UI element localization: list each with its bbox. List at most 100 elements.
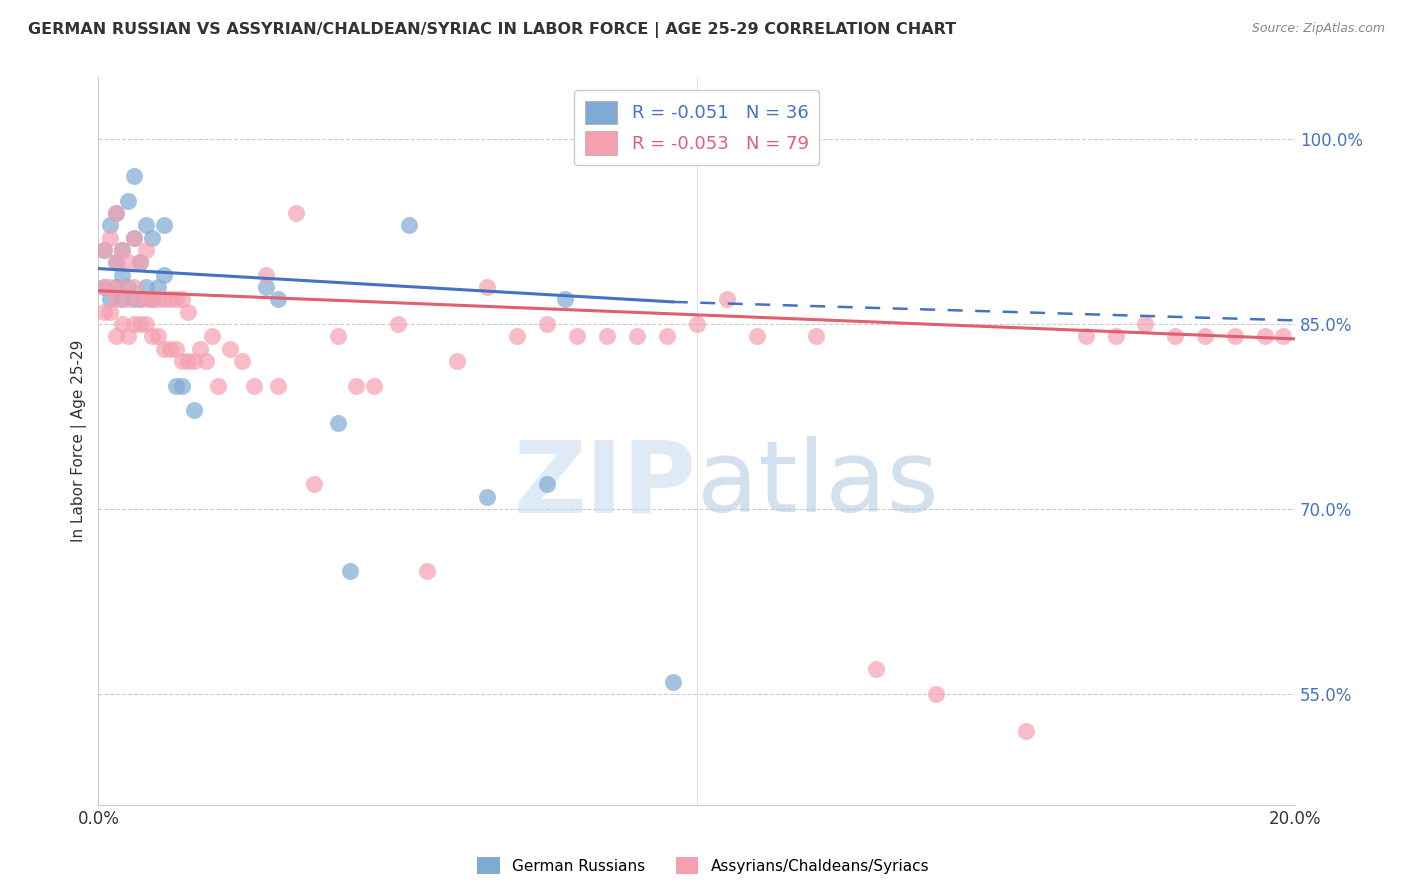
Point xyxy=(1254,329,1277,343)
Point xyxy=(122,293,145,307)
Point xyxy=(1194,329,1216,343)
Point xyxy=(105,293,128,307)
Point xyxy=(111,243,134,257)
Point xyxy=(141,231,163,245)
Text: atlas: atlas xyxy=(697,436,938,533)
Point xyxy=(165,342,187,356)
Point xyxy=(344,378,367,392)
Point xyxy=(554,293,576,307)
Point xyxy=(111,317,134,331)
Point xyxy=(93,243,115,257)
Point xyxy=(122,317,145,331)
Point xyxy=(129,293,152,307)
Point xyxy=(477,280,499,294)
Point xyxy=(254,280,277,294)
Point xyxy=(135,243,157,257)
Point xyxy=(135,219,157,233)
Point xyxy=(302,477,325,491)
Point xyxy=(98,305,121,319)
Point xyxy=(1225,329,1247,343)
Point xyxy=(183,403,205,417)
Point xyxy=(153,293,176,307)
Point xyxy=(129,317,152,331)
Point xyxy=(111,268,134,282)
Point xyxy=(93,280,115,294)
Point xyxy=(111,293,134,307)
Point xyxy=(219,342,242,356)
Point xyxy=(416,564,439,578)
Point xyxy=(111,280,134,294)
Point xyxy=(159,293,181,307)
Text: GERMAN RUSSIAN VS ASSYRIAN/CHALDEAN/SYRIAC IN LABOR FORCE | AGE 25-29 CORRELATIO: GERMAN RUSSIAN VS ASSYRIAN/CHALDEAN/SYRI… xyxy=(28,22,956,38)
Point xyxy=(111,243,134,257)
Point xyxy=(153,342,176,356)
Point xyxy=(117,280,139,294)
Point xyxy=(122,231,145,245)
Point xyxy=(135,280,157,294)
Point xyxy=(172,354,194,368)
Point xyxy=(105,255,128,269)
Point xyxy=(477,490,499,504)
Point xyxy=(177,305,200,319)
Point xyxy=(141,293,163,307)
Legend: R = -0.051   N = 36, R = -0.053   N = 79: R = -0.051 N = 36, R = -0.053 N = 79 xyxy=(574,90,820,165)
Point xyxy=(806,329,828,343)
Point xyxy=(117,293,139,307)
Point xyxy=(195,354,218,368)
Point xyxy=(148,293,170,307)
Point xyxy=(141,329,163,343)
Point xyxy=(98,293,121,307)
Point xyxy=(536,317,558,331)
Point xyxy=(446,354,468,368)
Point xyxy=(339,564,361,578)
Point xyxy=(148,280,170,294)
Point xyxy=(122,169,145,183)
Point xyxy=(122,231,145,245)
Point xyxy=(105,206,128,220)
Point xyxy=(267,378,290,392)
Point xyxy=(565,329,588,343)
Point xyxy=(172,378,194,392)
Point xyxy=(865,662,887,676)
Point xyxy=(159,342,181,356)
Point xyxy=(267,293,290,307)
Point xyxy=(536,477,558,491)
Point xyxy=(326,416,349,430)
Point xyxy=(398,219,420,233)
Legend: German Russians, Assyrians/Chaldeans/Syriacs: German Russians, Assyrians/Chaldeans/Syr… xyxy=(471,851,935,880)
Point xyxy=(363,378,385,392)
Point xyxy=(135,317,157,331)
Text: ZIP: ZIP xyxy=(513,436,697,533)
Point xyxy=(326,329,349,343)
Point xyxy=(1135,317,1157,331)
Point xyxy=(177,354,200,368)
Point xyxy=(1104,329,1126,343)
Point xyxy=(207,378,229,392)
Point xyxy=(1074,329,1097,343)
Point xyxy=(201,329,224,343)
Point xyxy=(183,354,205,368)
Point xyxy=(129,255,152,269)
Point xyxy=(745,329,768,343)
Point xyxy=(105,206,128,220)
Point xyxy=(93,280,115,294)
Point xyxy=(93,305,115,319)
Point xyxy=(596,329,619,343)
Y-axis label: In Labor Force | Age 25-29: In Labor Force | Age 25-29 xyxy=(72,340,87,542)
Point xyxy=(153,268,176,282)
Point xyxy=(188,342,211,356)
Point xyxy=(165,293,187,307)
Point xyxy=(172,293,194,307)
Point xyxy=(153,219,176,233)
Point xyxy=(1164,329,1187,343)
Point xyxy=(387,317,409,331)
Point xyxy=(135,293,157,307)
Text: Source: ZipAtlas.com: Source: ZipAtlas.com xyxy=(1251,22,1385,36)
Point xyxy=(105,280,128,294)
Point xyxy=(117,194,139,208)
Point xyxy=(117,329,139,343)
Point xyxy=(117,255,139,269)
Point xyxy=(284,206,307,220)
Point xyxy=(98,280,121,294)
Point xyxy=(716,293,738,307)
